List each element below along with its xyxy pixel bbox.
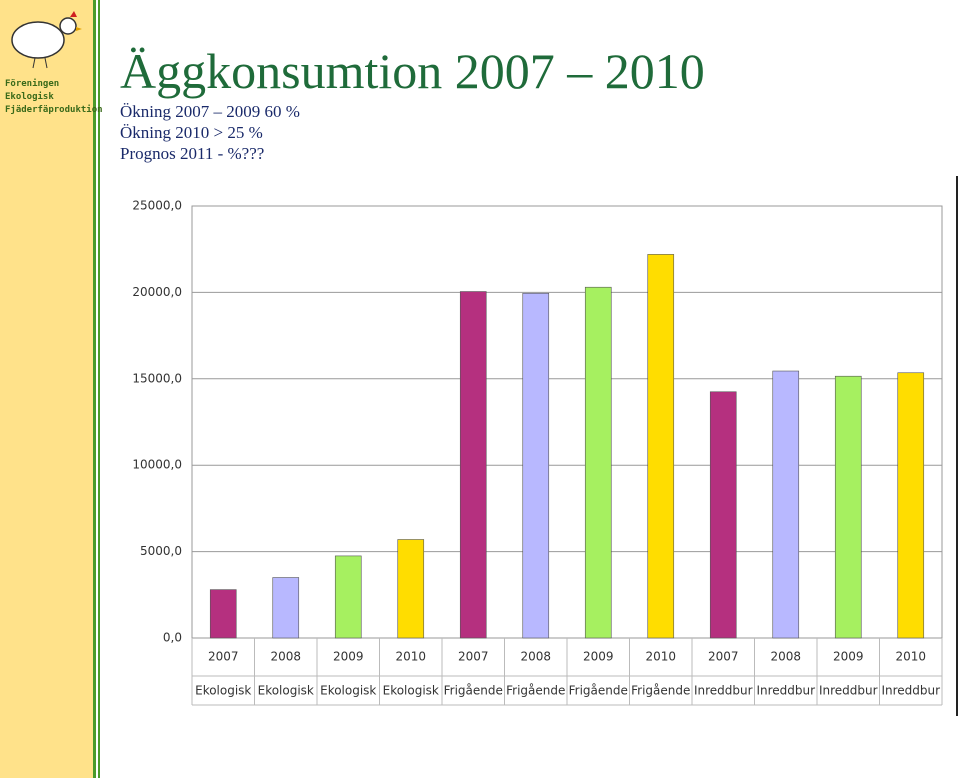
subtitle: Ökning 2007 – 2009 60 % [120,102,300,121]
bar [334,555,362,639]
subtitle: Prognos 2011 - %??? [120,144,264,163]
y-tick-label: 5000,0 [140,544,182,558]
y-tick-label: 0,0 [163,631,182,645]
x-tick-label: 2009 [333,650,364,664]
hen-icon [11,11,82,69]
plot-frame [191,205,943,639]
bar [459,291,487,639]
bar [834,375,862,639]
sidebar-line [98,0,100,778]
x-tick-label: 2009 [583,650,614,664]
x-tick-label: 2010 [645,650,676,664]
bar [397,539,425,639]
y-tick-label: 15000,0 [132,371,182,385]
y-tick-label: 25000,0 [132,199,182,213]
logo-text: Fjäderfäproduktion [5,104,103,115]
sidebar [0,0,95,778]
group-label: Ekologisk [383,684,439,698]
plot: 0,0 5000,0 10000,0 15000,0 20000,0 25000,0 200… [132,199,943,706]
group-label: Frigående [569,684,628,698]
bar [272,577,300,639]
logo-text: Föreningen [5,78,59,89]
bar [709,391,737,639]
bar [209,589,237,639]
subtitle: Ökning 2010 > 25 % [120,123,263,142]
logo-text: Ekologisk [5,91,54,102]
bar [647,254,675,639]
group-label: Frigående [506,684,565,698]
x-tick-label: 2009 [833,650,864,664]
bar [897,372,925,639]
x-tick-label: 2008 [520,650,551,664]
chart-title: Äggkonsumtion 2007 – 2010 [120,43,705,99]
group-label: Ekologisk [320,684,376,698]
x-tick-label: 2010 [895,650,926,664]
sidebar-line [93,0,96,778]
x-tick-label: 2008 [770,650,801,664]
bar [584,286,612,639]
x-tick-label: 2008 [270,650,301,664]
y-tick-label: 20000,0 [132,285,182,299]
group-label: Inreddbur [819,684,878,698]
bar [522,292,550,639]
group-label: Frigående [444,684,503,698]
group-label: Ekologisk [195,684,251,698]
x-tick-label: 2007 [458,650,489,664]
bar [772,370,800,639]
group-label: Inreddbur [756,684,815,698]
y-tick-label: 10000,0 [132,458,182,472]
group-label: Ekologisk [258,684,314,698]
group-label: Inreddbur [694,684,753,698]
x-tick-label: 2007 [708,650,739,664]
group-label: Frigående [631,684,690,698]
x-tick-label: 2010 [395,650,426,664]
x-tick-label: 2007 [208,650,239,664]
group-label: Inreddbur [881,684,940,698]
